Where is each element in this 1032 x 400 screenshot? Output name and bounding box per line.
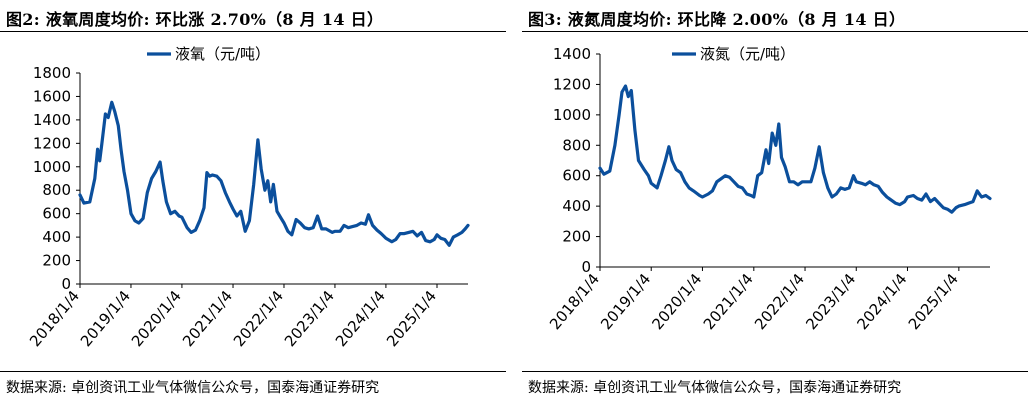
source-rule xyxy=(522,371,1028,372)
y-tick-label: 1400 xyxy=(33,111,71,129)
y-tick-label: 0 xyxy=(581,258,591,276)
figure-title: 图2: 液氧周度均价: 环比涨 2.70%（8 月 14 日） xyxy=(6,10,384,29)
x-tick-label: 2021/1/4 xyxy=(700,270,757,333)
y-tick-label: 1600 xyxy=(33,87,71,105)
y-tick-label: 200 xyxy=(562,228,591,246)
y-tick-label: 1400 xyxy=(553,45,591,63)
y-tick-label: 600 xyxy=(42,205,71,223)
x-tick-label: 2018/1/4 xyxy=(26,287,83,350)
figure-panel-liquid-nitrogen: 图3: 液氮周度均价: 环比降 2.00%（8 月 14 日） 0 200 400 6… xyxy=(522,0,1028,400)
y-tick-label: 1200 xyxy=(33,134,71,152)
y-tick-label: 1000 xyxy=(33,158,71,176)
y-tick-label: 600 xyxy=(562,167,591,185)
y-tick-label: 1000 xyxy=(553,106,591,124)
chart-liquid-nitrogen: 0 200 400 600 800 1000 1200 1400 2018/1/42019/1/… xyxy=(546,45,992,333)
y-tick-label: 800 xyxy=(562,136,591,154)
x-tick-label: 2022/1/4 xyxy=(751,270,808,333)
x-tick-label: 2024/1/4 xyxy=(853,270,910,333)
y-tick-label: 0 xyxy=(61,275,71,293)
source-rule xyxy=(0,371,506,372)
y-tick-label: 800 xyxy=(42,181,71,199)
figure-title: 图3: 液氮周度均价: 环比降 2.00%（8 月 14 日） xyxy=(528,10,906,29)
y-tick-label: 400 xyxy=(562,197,591,215)
x-tick-label: 2020/1/4 xyxy=(128,287,185,350)
series-line xyxy=(598,84,992,214)
source-note: 数据来源: 卓创资讯工业气体微信公众号，国泰海通证券研究 xyxy=(6,380,380,396)
title-rule xyxy=(522,31,1028,32)
x-tick-label: 2019/1/4 xyxy=(77,287,134,350)
x-tick-label: 2019/1/4 xyxy=(597,270,654,333)
source-note: 数据来源: 卓创资讯工业气体微信公众号，国泰海通证券研究 xyxy=(528,380,902,396)
series-line xyxy=(78,100,470,247)
x-tick-label: 2025/1/4 xyxy=(905,270,962,333)
legend-label: 液氮（元/吨） xyxy=(700,45,795,63)
x-tick-label: 2023/1/4 xyxy=(281,287,338,350)
y-tick-label: 1800 xyxy=(33,64,71,82)
title-rule xyxy=(0,31,506,32)
x-tick-label: 2018/1/4 xyxy=(546,270,603,333)
y-tick-label: 1200 xyxy=(553,75,591,93)
x-tick-label: 2025/1/4 xyxy=(383,287,440,350)
x-tick-label: 2022/1/4 xyxy=(230,287,287,350)
x-tick-label: 2024/1/4 xyxy=(332,287,389,350)
y-tick-label: 200 xyxy=(42,252,71,270)
figure-panel-liquid-oxygen: 图2: 液氧周度均价: 环比涨 2.70%（8 月 14 日） 0 200 400 6… xyxy=(0,0,506,400)
x-tick-label: 2021/1/4 xyxy=(179,287,236,350)
legend-label: 液氧（元/吨） xyxy=(175,45,270,63)
x-tick-label: 2020/1/4 xyxy=(648,270,705,333)
x-tick-label: 2023/1/4 xyxy=(802,270,859,333)
y-tick-label: 400 xyxy=(42,228,71,246)
chart-liquid-oxygen: 0 200 400 600 800 1000 1200 1400 1600 1800 2018/1/… xyxy=(26,45,470,350)
